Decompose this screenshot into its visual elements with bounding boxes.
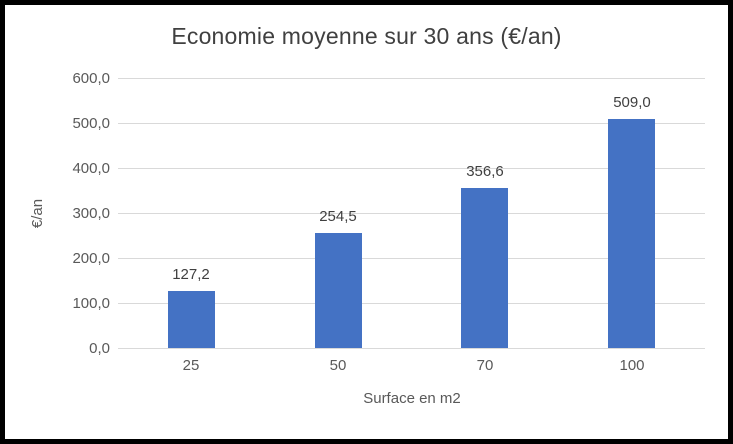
chart-title: Economie moyenne sur 30 ans (€/an) <box>171 23 562 49</box>
chart-canvas: Economie moyenne sur 30 ans (€/an) 0,0 10… <box>5 5 728 439</box>
y-tick-label: 500,0 <box>72 115 110 132</box>
bar <box>315 233 362 348</box>
gridline <box>118 123 705 124</box>
y-tick-label: 600,0 <box>72 70 110 87</box>
y-tick-label: 300,0 <box>72 205 110 222</box>
y-tick-label: 0,0 <box>89 340 110 357</box>
bar-data-label: 254,5 <box>319 208 357 225</box>
gridline <box>118 348 705 349</box>
bar-data-label: 356,6 <box>466 163 504 180</box>
gridline <box>118 258 705 259</box>
x-tick-label: 100 <box>619 357 645 374</box>
x-tick-label: 25 <box>182 357 200 374</box>
y-tick-label: 100,0 <box>72 295 110 312</box>
bar-data-label: 127,2 <box>172 266 210 283</box>
y-axis-title: €/an <box>29 198 47 229</box>
y-tick-label: 200,0 <box>72 250 110 267</box>
y-tick-label: 400,0 <box>72 160 110 177</box>
x-tick-label: 50 <box>329 357 347 374</box>
bar <box>461 188 508 348</box>
gridline <box>118 78 705 79</box>
gridline <box>118 168 705 169</box>
gridline <box>118 303 705 304</box>
gridline <box>118 213 705 214</box>
bar <box>168 291 215 348</box>
x-axis-title: Surface en m2 <box>363 390 461 407</box>
bar-data-label: 509,0 <box>613 94 651 111</box>
bar <box>608 119 655 348</box>
x-tick-label: 70 <box>476 357 494 374</box>
